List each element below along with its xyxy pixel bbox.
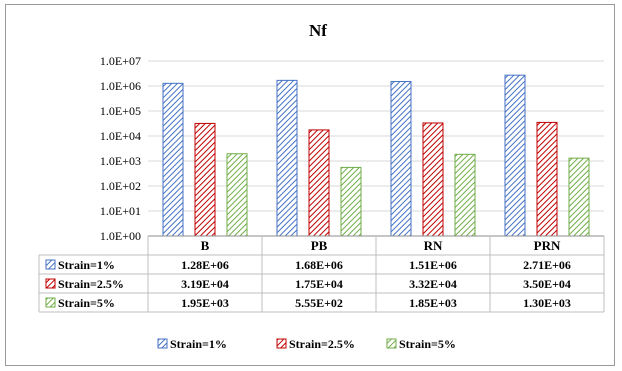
table-cell-value: 1.28E+06 [181, 258, 229, 272]
table-cell-value: 3.32E+04 [409, 277, 457, 291]
legend-key [276, 338, 287, 349]
table-legend-key [45, 259, 56, 270]
table-cell-value: 1.75E+04 [295, 277, 343, 291]
legend-key [157, 338, 168, 349]
category-label: PRN [534, 238, 561, 253]
data-table: B PB RN PRN Strain=1% 1.28E+06 1.68E+06 1.51E+0… [38, 235, 605, 313]
y-axis-ticks: 1.0E+00 1.0E+01 1.0E+02 1.0E+03 1.0E+04 1.0E+… [100, 54, 141, 243]
legend-entry: Strain=5% [399, 337, 456, 351]
table-cell-value: 1.30E+03 [523, 296, 571, 310]
table-cell-value: 5.55E+02 [295, 296, 343, 310]
bar-b-series-3 [226, 153, 248, 237]
y-tick-label: 1.0E+04 [100, 129, 141, 143]
y-tick-label: 1.0E+05 [100, 104, 141, 118]
bars [162, 74, 590, 237]
bar-pb-series-2 [308, 129, 330, 237]
bar-pb-series-3 [340, 166, 362, 237]
legend: Strain=1% Strain=2.5% Strain=5% [157, 337, 456, 351]
bar-prn-series-3 [568, 157, 590, 237]
table-series-name: Strain=2.5% [58, 277, 124, 291]
bar-b-series-1 [162, 82, 184, 237]
y-tick-label: 1.0E+01 [100, 204, 141, 218]
bar-rn-series-3 [454, 153, 476, 237]
category-label: RN [424, 238, 443, 253]
chart-title: Nf [309, 21, 327, 40]
table-cell-value: 2.71E+06 [523, 258, 571, 272]
y-tick-label: 1.0E+06 [100, 79, 141, 93]
bar-rn-series-1 [390, 81, 412, 237]
bar-prn-series-2 [536, 121, 558, 237]
table-legend-key [45, 278, 56, 289]
table-cell-value: 3.50E+04 [523, 277, 571, 291]
category-label: B [201, 238, 210, 253]
bar-prn-series-1 [504, 74, 526, 237]
bar-pb-series-1 [276, 79, 298, 237]
legend-entry: Strain=1% [170, 337, 227, 351]
legend-entry: Strain=2.5% [289, 337, 355, 351]
table-legend-key [45, 297, 56, 308]
y-tick-label: 1.0E+03 [100, 154, 141, 168]
table-cell-value: 3.19E+04 [181, 277, 229, 291]
table-cell-value: 1.51E+06 [409, 258, 457, 272]
table-cell-value: 1.68E+06 [295, 258, 343, 272]
y-tick-label: 1.0E+00 [100, 229, 141, 243]
y-tick-label: 1.0E+02 [100, 179, 141, 193]
legend-key [386, 338, 397, 349]
gridlines [148, 60, 604, 237]
category-label: PB [311, 238, 328, 253]
y-tick-label: 1.0E+07 [100, 54, 141, 68]
bar-rn-series-2 [422, 122, 444, 237]
bar-b-series-2 [194, 122, 216, 237]
table-series-name: Strain=1% [58, 258, 115, 272]
table-cell-value: 1.85E+03 [409, 296, 457, 310]
table-cell-value: 1.95E+03 [181, 296, 229, 310]
table-series-name: Strain=5% [58, 296, 115, 310]
